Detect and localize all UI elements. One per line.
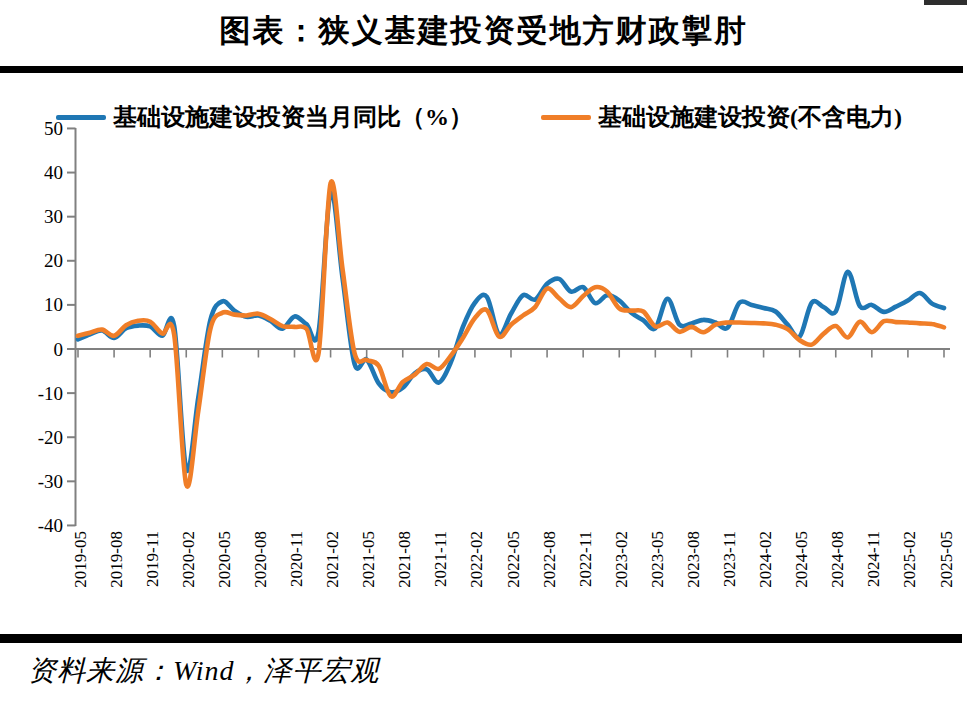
svg-text:2022-08: 2022-08 xyxy=(540,531,559,588)
svg-text:2021-05: 2021-05 xyxy=(359,531,378,588)
svg-text:2021-08: 2021-08 xyxy=(395,531,414,588)
svg-text:2023-05: 2023-05 xyxy=(648,531,667,588)
svg-text:-20: -20 xyxy=(38,427,63,448)
svg-text:2020-11: 2020-11 xyxy=(287,531,306,587)
svg-text:2023-11: 2023-11 xyxy=(720,531,739,587)
svg-text:2021-11: 2021-11 xyxy=(431,531,450,587)
svg-text:2019-11: 2019-11 xyxy=(143,531,162,587)
svg-text:2024-05: 2024-05 xyxy=(792,531,811,588)
svg-text:40: 40 xyxy=(44,162,63,183)
svg-text:50: 50 xyxy=(44,118,63,139)
svg-text:2023-08: 2023-08 xyxy=(684,531,703,588)
svg-text:2024-11: 2024-11 xyxy=(864,531,883,587)
svg-text:2022-11: 2022-11 xyxy=(576,531,595,587)
svg-text:2020-08: 2020-08 xyxy=(251,531,270,588)
svg-text:2020-02: 2020-02 xyxy=(179,531,198,588)
svg-text:2025-05: 2025-05 xyxy=(937,531,956,588)
svg-text:2023-02: 2023-02 xyxy=(612,531,631,588)
source-note: 资料来源：Wind，泽平宏观 xyxy=(28,652,380,690)
svg-text:2024-02: 2024-02 xyxy=(756,531,775,588)
svg-text:-10: -10 xyxy=(38,383,63,404)
svg-text:0: 0 xyxy=(54,339,64,360)
svg-text:-30: -30 xyxy=(38,471,63,492)
svg-text:20: 20 xyxy=(44,250,63,271)
series-line-ex-power xyxy=(78,181,944,486)
svg-text:2019-05: 2019-05 xyxy=(71,531,90,588)
svg-text:2020-05: 2020-05 xyxy=(215,531,234,588)
svg-text:2024-08: 2024-08 xyxy=(828,531,847,588)
footer-divider xyxy=(0,634,962,643)
line-chart-canvas: 50 40 30 20 10 0 -10 -20 -30 -40 2019-05 2019-08 201… xyxy=(0,0,967,706)
svg-text:2019-08: 2019-08 xyxy=(107,531,126,588)
svg-text:10: 10 xyxy=(44,294,63,315)
svg-text:2022-05: 2022-05 xyxy=(504,531,523,588)
svg-text:2021-02: 2021-02 xyxy=(323,531,342,588)
svg-text:2022-02: 2022-02 xyxy=(467,531,486,588)
svg-text:30: 30 xyxy=(44,206,63,227)
svg-text:2025-02: 2025-02 xyxy=(900,531,919,588)
svg-text:-40: -40 xyxy=(38,515,63,536)
